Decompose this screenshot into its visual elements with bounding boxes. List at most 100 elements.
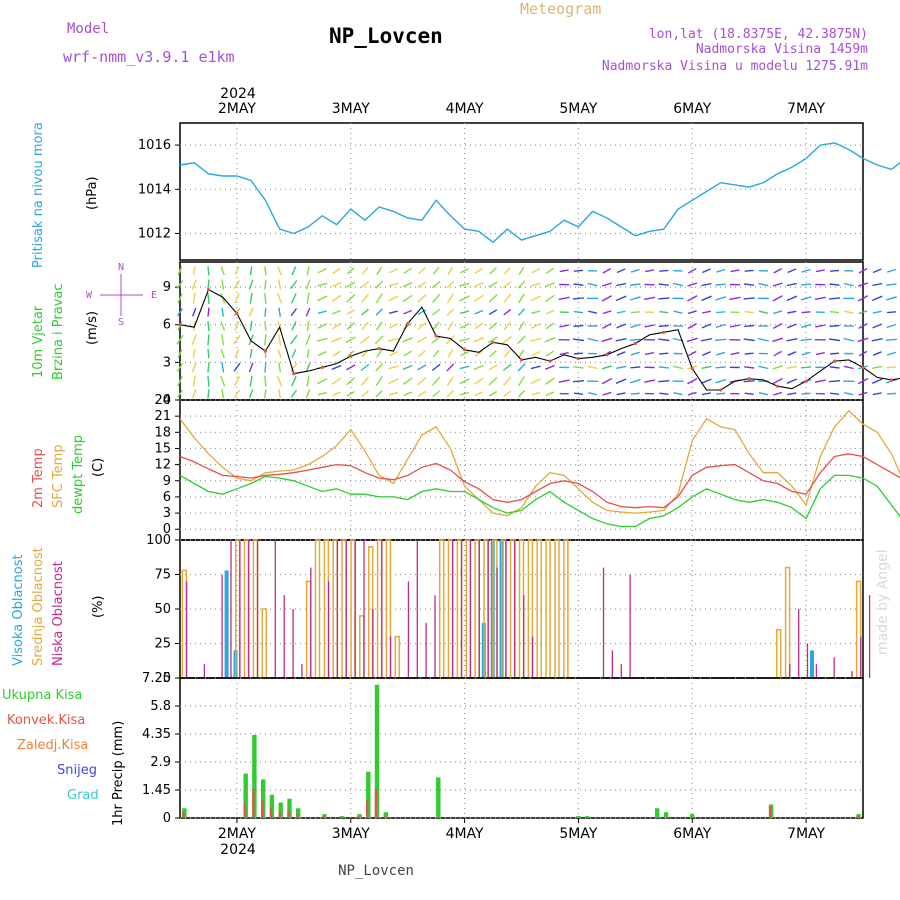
meteogram-label: Meteogram: [520, 0, 601, 18]
wind-arrow: [264, 362, 267, 373]
wind-arrow: [403, 391, 413, 397]
wind-arrow: [814, 296, 826, 301]
total-precip-bar: [296, 808, 301, 818]
wind-arrow: [332, 350, 341, 357]
panel-frame-4: [179, 677, 864, 819]
date-label-bottom: 7MAY: [787, 826, 825, 842]
legend-total-precip: Ukupna Kisa: [2, 688, 82, 703]
wind-arrow: [858, 310, 868, 315]
wind-arrow: [360, 335, 370, 344]
wind-arrow: [418, 350, 426, 358]
wind-arrow: [715, 323, 726, 329]
wind-arrow: [191, 307, 197, 317]
date-label-top: 7MAY: [787, 101, 825, 117]
legend-conv-precip: Konvek.Kisa: [7, 713, 85, 728]
wind-arrow: [744, 352, 754, 355]
wind-arrow: [886, 323, 897, 329]
wind-arrow: [616, 351, 626, 356]
wind-arrow: [192, 348, 196, 359]
wind-arrow: [474, 309, 484, 315]
wind-arrow: [488, 376, 498, 386]
wind-gust-mark: [690, 367, 694, 371]
wind-arrow: [290, 334, 298, 345]
wind-arrow: [221, 362, 225, 373]
ytick-label-cloud: 25: [154, 637, 171, 652]
wind-arrow: [545, 309, 555, 315]
wind-arrow: [488, 281, 498, 288]
wind-arrow: [207, 307, 210, 317]
wind-arrow: [773, 310, 783, 315]
wind-arrow: [234, 375, 240, 387]
wind-arrow: [573, 310, 583, 314]
wind-arrow: [249, 375, 253, 387]
wind-arrow: [801, 366, 812, 369]
wind-arrow: [857, 282, 869, 287]
wind-arrow: [488, 364, 498, 371]
wind-arrow: [644, 352, 655, 356]
wind-arrow: [388, 378, 399, 385]
wind-arrow: [388, 310, 398, 314]
wind-arrow: [417, 376, 427, 386]
wind-arrow: [517, 308, 526, 316]
wind-arrow: [264, 334, 267, 346]
wind-arrow: [264, 320, 267, 332]
wind-arrow: [360, 363, 370, 372]
mid-cloud-bar: [545, 539, 551, 679]
wind-arrow: [418, 267, 426, 275]
wind-arrow: [375, 376, 383, 387]
wind-arrow: [729, 324, 740, 328]
total-precip-bar: [278, 802, 283, 818]
wind-arrow: [545, 377, 555, 385]
wind-arrow: [857, 377, 869, 385]
wind-arrow: [844, 310, 854, 314]
wind-arrow: [192, 292, 196, 304]
wind-arrow: [786, 338, 798, 342]
mid-cloud-bar: [554, 539, 560, 679]
wind-arrow: [573, 352, 583, 355]
wind-arrow: [290, 280, 298, 290]
wind-arrow: [800, 296, 812, 301]
panel-frame-0: [179, 122, 864, 261]
wind-arrow: [460, 391, 470, 396]
date-label-bottom: 2MAY: [218, 826, 256, 842]
wind-arrow: [389, 268, 398, 274]
wind-arrow: [830, 310, 840, 314]
wind-arrow: [474, 322, 484, 330]
wind-arrow: [278, 307, 281, 317]
ytick-label-temp: 21: [154, 409, 171, 424]
wind-arrow: [687, 310, 697, 315]
wind-arrow: [630, 283, 641, 286]
wind-arrow: [460, 268, 469, 274]
ytick-label-pressure: 1016: [138, 138, 171, 153]
wind-arrow: [773, 350, 782, 357]
wind-arrow: [815, 324, 826, 328]
wind-gust-mark: [406, 321, 410, 326]
wind-arrow: [701, 365, 712, 369]
wind-speed-line: [179, 288, 900, 391]
wind-arrow: [858, 391, 868, 396]
wind-arrow: [389, 350, 398, 357]
high-cloud-bar: [224, 570, 229, 678]
date-label-top: 2MAY: [218, 101, 256, 117]
wind-arrow: [587, 337, 599, 342]
wind-arrow: [360, 376, 370, 386]
wind-arrow: [872, 323, 883, 329]
wind-arrow: [829, 338, 841, 342]
mid-cloud-bar: [341, 539, 347, 679]
wind-arrow: [221, 307, 225, 317]
wind-arrow: [800, 338, 812, 341]
compass-north: N: [118, 262, 124, 273]
total-precip-bar: [383, 812, 388, 818]
wind-arrow: [687, 282, 698, 287]
wind-arrow: [432, 349, 440, 358]
wind-arrow: [673, 310, 683, 314]
wind-arrow: [346, 322, 355, 330]
total-precip-bar: [663, 812, 669, 818]
wind-arrow: [644, 379, 656, 383]
mid-cloud-bar: [385, 539, 392, 679]
wind-arrow: [360, 293, 370, 304]
wind-arrow: [264, 266, 267, 276]
wind-arrow: [743, 380, 755, 383]
ytick-label-precip: 0: [163, 811, 171, 826]
wind-arrow: [388, 391, 398, 396]
